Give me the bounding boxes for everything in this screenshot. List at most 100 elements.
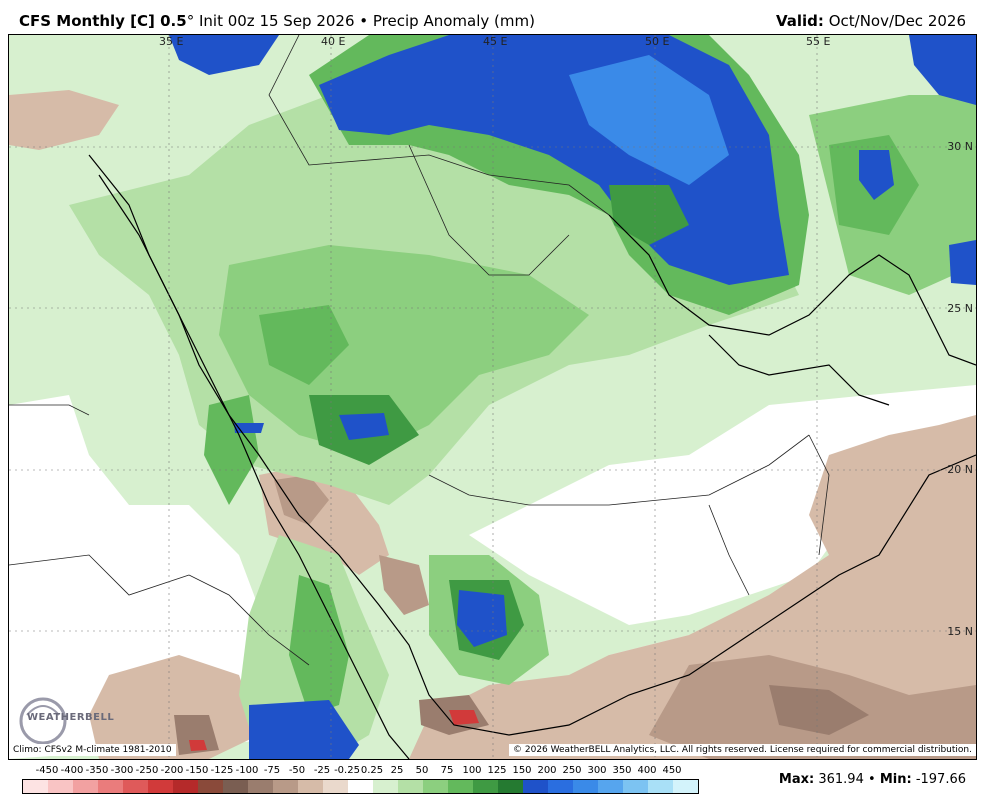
colorbar-tick-label: -100 [235, 765, 259, 776]
colorbar-swatch [298, 780, 323, 793]
very-wet-ethiopia [249, 700, 359, 759]
lon-label-55e: 55 E [806, 35, 831, 48]
colorbar-swatch [373, 780, 398, 793]
max-value: 361.94 [818, 772, 864, 787]
colorbar-swatch [573, 780, 598, 793]
colorbar-swatch [648, 780, 673, 793]
border-jordan-iraq [408, 144, 570, 276]
border-iraq-saudi [488, 174, 610, 216]
border-north [268, 35, 490, 176]
colorbar-tick-label: -250 [135, 765, 159, 776]
very-wet-iran-core [859, 150, 894, 200]
wet-core-west [204, 395, 259, 505]
colorbar-swatch [548, 780, 573, 793]
climo-note: Climo: CFSv2 M-climate 1981-2010 [9, 744, 176, 756]
colorbar-swatch [248, 780, 273, 793]
dry-core-ethiopia [174, 715, 219, 755]
colorbar-swatch [98, 780, 123, 793]
colorbar-tick-label: -400 [60, 765, 84, 776]
graticule [9, 35, 976, 759]
coastline-red-sea-west [98, 174, 410, 759]
dry-peak-ethiopia [189, 740, 207, 751]
logo-text: WEATHERBELL [27, 712, 115, 723]
lon-label-40e: 40 E [321, 35, 346, 48]
colorbar-swatch [73, 780, 98, 793]
coastlines [88, 154, 976, 759]
colorbar-swatch [273, 780, 298, 793]
colorbar-swatch [223, 780, 248, 793]
dry-area-red-sea [379, 555, 429, 615]
colorbar-tick-label: 150 [512, 765, 532, 776]
colorbar-swatch [323, 780, 348, 793]
map-canvas [9, 35, 976, 759]
colorbar-swatch [198, 780, 223, 793]
very-wet-core-asir [339, 413, 389, 440]
colorbar-tick-label: 25 [390, 765, 404, 776]
colorbar-swatch [448, 780, 473, 793]
wet-patch-kuwait [609, 185, 689, 245]
colorbar-swatch [523, 780, 548, 793]
colorbar: -450 -400 -350 -300 -250 -200 -150 -125 -100 -75-… [22, 765, 702, 794]
colorbar-swatch [173, 780, 198, 793]
colorbar-tick-label: -300 [110, 765, 134, 776]
colorbar-tick-label: 350 [612, 765, 632, 776]
precip-anomaly-map: 35 E 40 E 45 E 50 E 55 E 30 N 25 N 20 N … [8, 34, 977, 760]
logo-ring [19, 697, 67, 745]
colorbar-swatch [623, 780, 648, 793]
colorbar-tick-label: -50 [288, 765, 306, 776]
min-value: -197.66 [915, 772, 966, 787]
coastline-uae [708, 334, 890, 406]
stats-separator: • [868, 772, 876, 787]
colorbar-tick-label: -0.25 [334, 765, 360, 776]
neutral-area-east [469, 385, 976, 625]
coastline-red-sea-east [88, 154, 976, 736]
lat-label-25n: 25 N [947, 302, 973, 315]
map-title: CFS Monthly [C] 0.5° Init 00z 15 Sep 202… [19, 12, 535, 30]
colorbar-tick-label: 0.25 [360, 765, 384, 776]
valid-period: Valid: Oct/Nov/Dec 2026 [776, 12, 966, 30]
colorbar-swatch [148, 780, 173, 793]
lat-label-30n: 30 N [947, 140, 973, 153]
colorbar-swatch [398, 780, 423, 793]
coastline-gulf [608, 214, 976, 366]
colorbar-swatch [123, 780, 148, 793]
wet-core-nejd [259, 305, 349, 385]
lat-label-20n: 20 N [947, 463, 973, 476]
colorbar-swatch [598, 780, 623, 793]
colorbar-tick-label: 100 [462, 765, 482, 776]
colorbar-tick-label: 75 [440, 765, 454, 776]
border-saudi-yemen [428, 434, 810, 506]
colorbar-tick-label: 300 [587, 765, 607, 776]
lat-label-15n: 15 N [947, 625, 973, 638]
dry-peak-djibouti [449, 710, 479, 725]
dry-area-ethiopia [89, 655, 259, 759]
colorbar-tick-label: 125 [487, 765, 507, 776]
wet-core-eritrea [289, 575, 349, 715]
dry-core-socotra [769, 685, 869, 735]
colorbar-tick-label: -200 [160, 765, 184, 776]
copyright-note: © 2026 WeatherBELL Analytics, LLC. All r… [509, 744, 976, 756]
colorbar-tick-label: -125 [210, 765, 234, 776]
colorbar-tick-label: -450 [35, 765, 59, 776]
colorbar-tick-label: -350 [85, 765, 109, 776]
colorbar-swatch [23, 780, 48, 793]
very-wet-spot-west [234, 423, 264, 433]
colorbar-tick-label: 450 [662, 765, 682, 776]
title-degree: ° [186, 12, 195, 30]
dry-area-levant [9, 90, 119, 150]
colorbar-tick-label: 400 [637, 765, 657, 776]
valid-value: Oct/Nov/Dec 2026 [828, 12, 966, 30]
border-saudi-oman [808, 434, 830, 556]
weatherbell-logo [19, 697, 67, 745]
lon-label-35e: 35 E [159, 35, 184, 48]
colorbar-tick-label: -150 [185, 765, 209, 776]
colorbar-swatch [423, 780, 448, 793]
colorbar-swatch [348, 780, 373, 793]
border-egypt-sudan [9, 404, 90, 416]
border-yemen-oman [708, 504, 750, 596]
max-min-stats: Max: 361.94 • Min: -197.66 [779, 772, 966, 787]
dry-core-hejaz [274, 475, 329, 525]
logo-swirl [26, 705, 60, 716]
colorbar-tick-label: -25 [313, 765, 331, 776]
max-label: Max: [778, 772, 815, 787]
